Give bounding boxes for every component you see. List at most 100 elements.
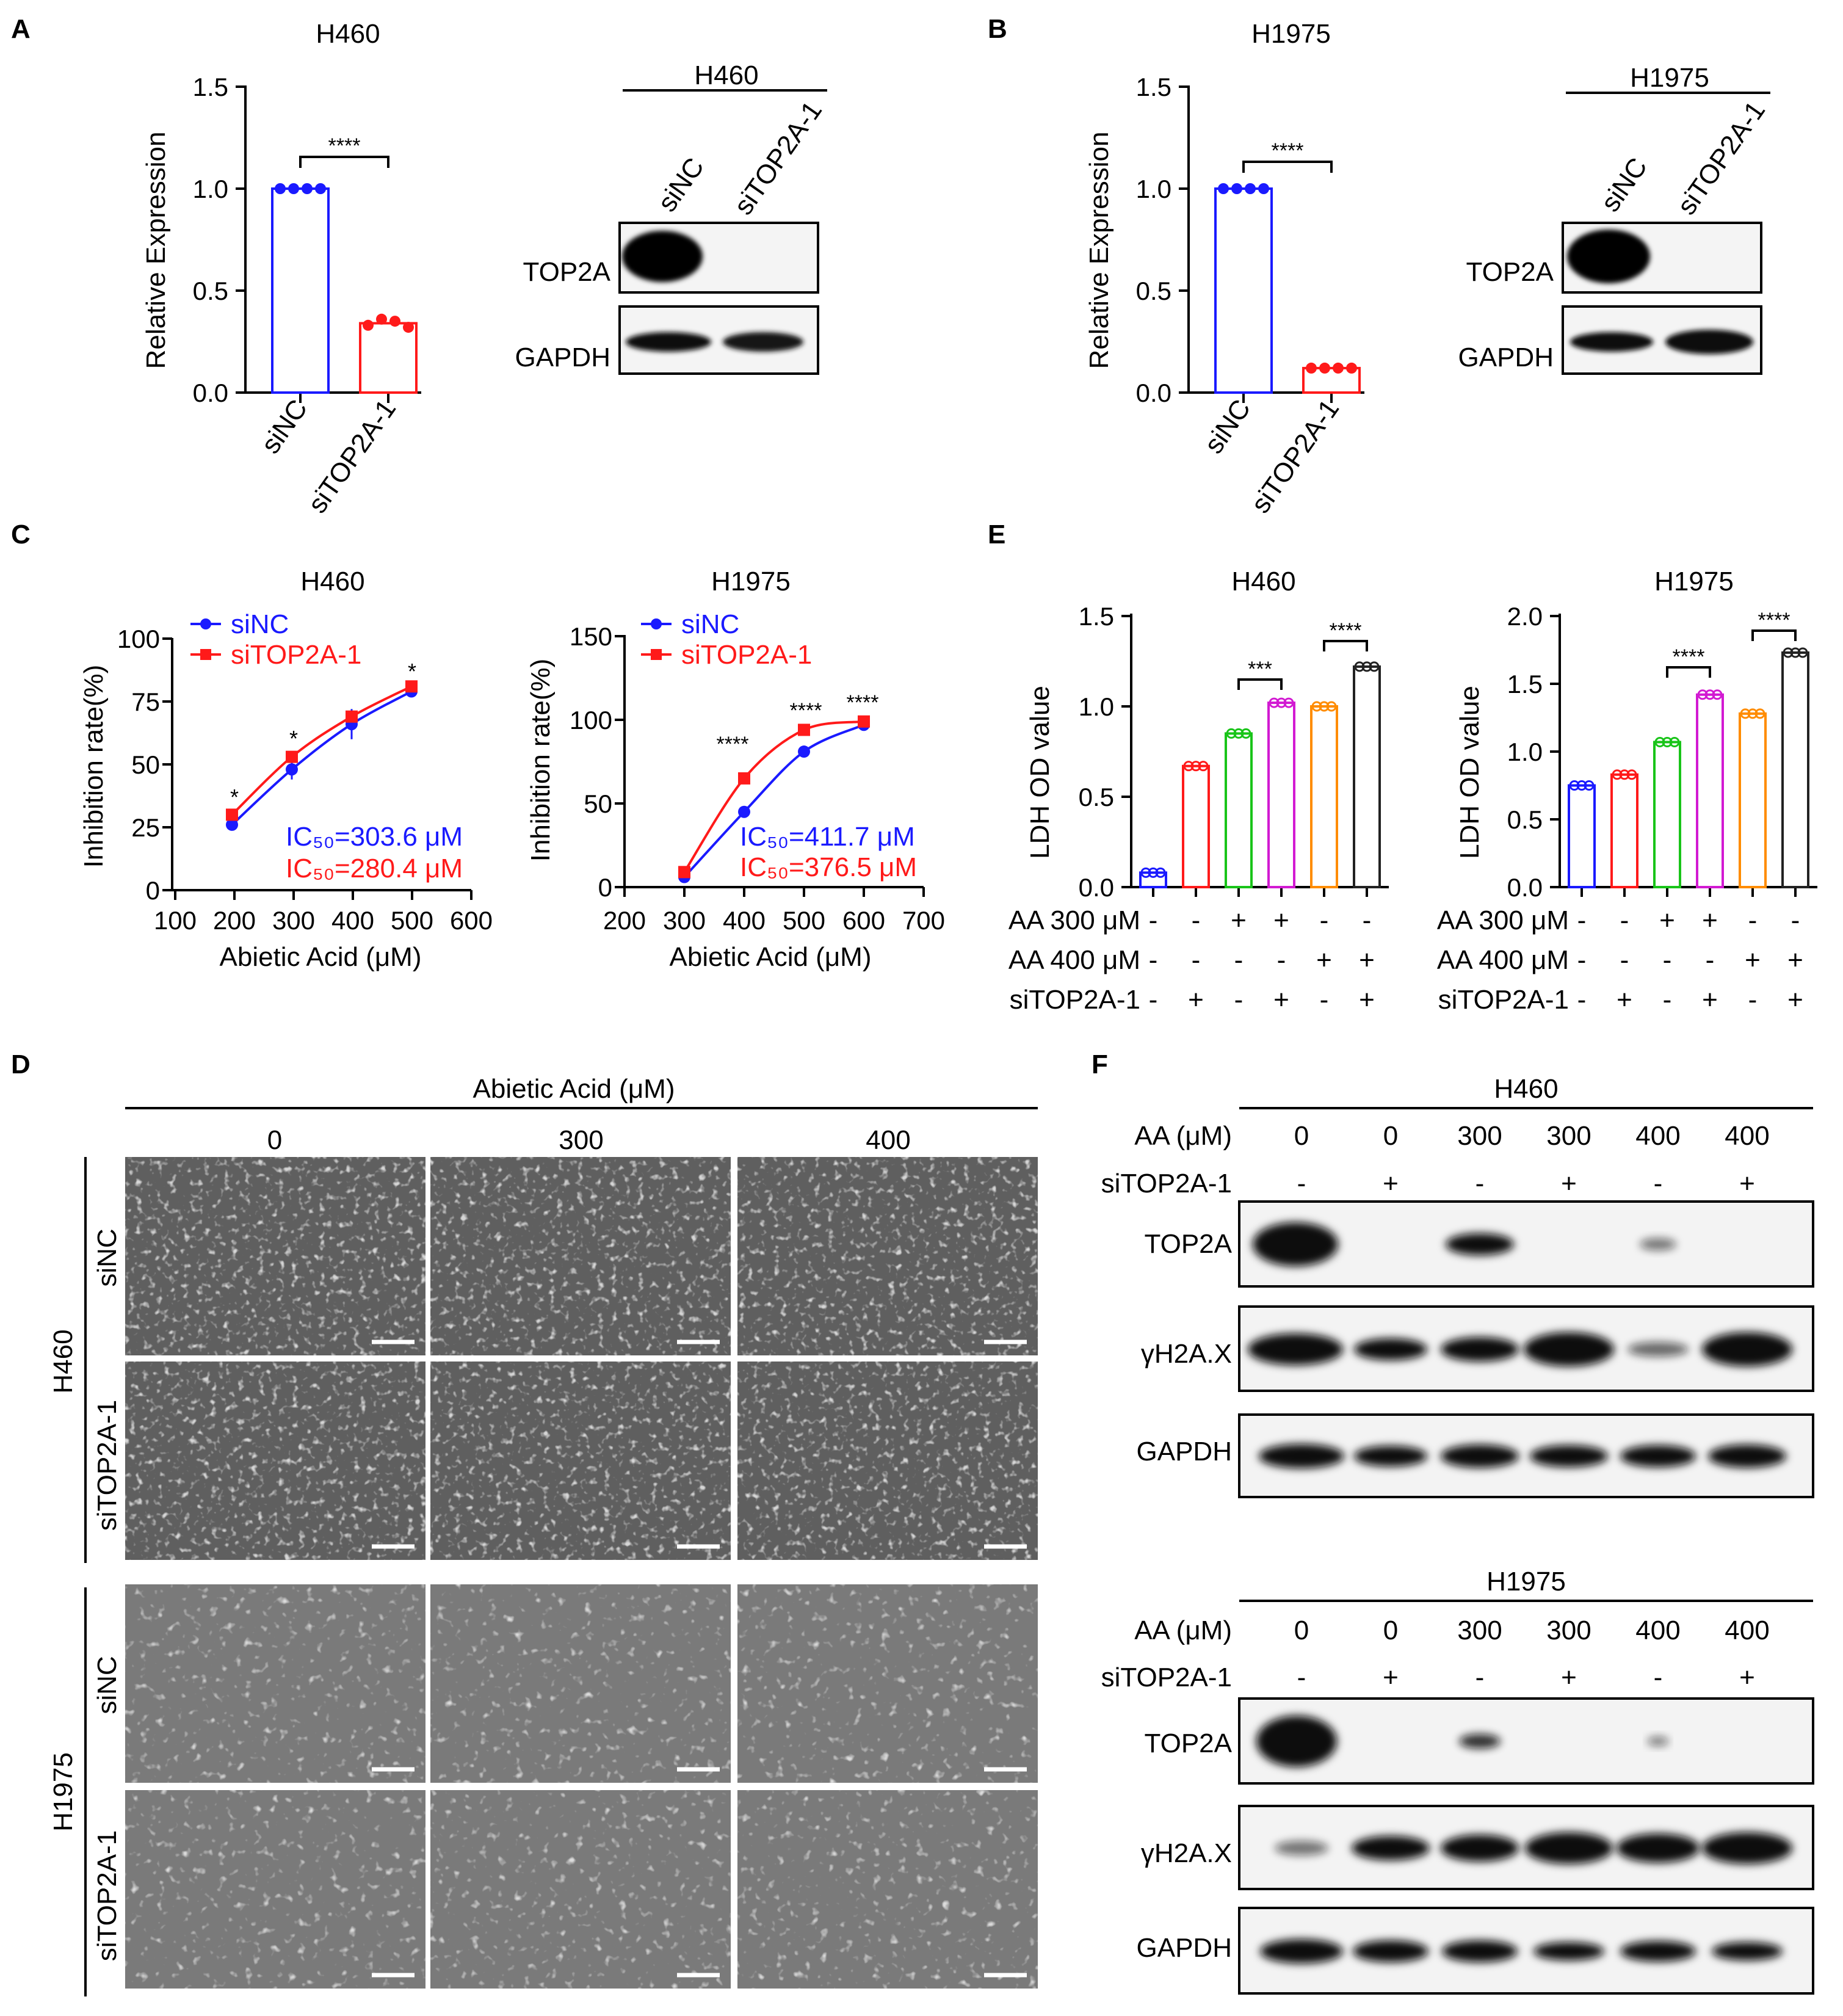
condition-sign: + — [1702, 985, 1718, 1015]
panel-b-bars — [1214, 183, 1361, 394]
data-point — [1276, 697, 1287, 708]
blot-band — [1459, 1734, 1501, 1749]
panel-b-ytick: 1.0 — [1136, 175, 1171, 203]
y-tick-label: 1.5 — [1079, 602, 1114, 631]
condition-label: siTOP2A-1 — [1010, 985, 1140, 1015]
data-point — [1333, 362, 1344, 374]
data-point — [226, 818, 238, 831]
panel-c-right-data — [678, 715, 870, 883]
data-point — [1669, 736, 1680, 747]
data-point — [1233, 728, 1244, 739]
condition-sign: + — [1617, 985, 1632, 1015]
condition-sign: - — [1320, 985, 1329, 1015]
blot-header: H1975 — [1630, 63, 1709, 93]
condition-label: AA 400 μM — [1008, 945, 1140, 975]
plot-ylabel: Inhibition rate(%) — [526, 659, 556, 862]
data-point — [1354, 661, 1365, 672]
condition-sign: + — [1188, 985, 1204, 1015]
blot-band — [1620, 1941, 1696, 1962]
condition-sign: + — [1231, 905, 1247, 935]
data-point — [1704, 689, 1715, 700]
si-sign: + — [1561, 1169, 1577, 1198]
blot-band — [1446, 1233, 1514, 1255]
condition-sign: - — [1234, 945, 1244, 975]
ic50-label: IC₅₀=376.5 μM — [740, 852, 917, 882]
data-point — [1654, 736, 1665, 747]
significance-label: **** — [847, 691, 879, 714]
condition-label: siTOP2A-1 — [1438, 985, 1569, 1015]
blot-band — [1354, 1446, 1427, 1467]
blot-row-label: TOP2A — [1145, 1229, 1233, 1259]
blot-band — [723, 332, 803, 352]
micrograph-col-label: 400 — [866, 1125, 910, 1155]
blot-band — [1353, 1940, 1428, 1962]
blot-lane-label: siTOP2A-1 — [1671, 96, 1771, 220]
y-tick-label: 2.0 — [1507, 602, 1543, 631]
si-sign: - — [1475, 1169, 1485, 1198]
bar — [1225, 732, 1253, 889]
significance-bracket — [1323, 640, 1368, 651]
data-point — [363, 319, 374, 331]
micrograph-col-label: 300 — [559, 1125, 603, 1155]
blot-band — [1248, 1333, 1343, 1365]
legend: siNC siTOP2A-1 — [641, 609, 812, 670]
panel-f-h460-bands — [1248, 1222, 1792, 1468]
data-point — [738, 772, 750, 785]
cell-line-label: H1975 — [48, 1752, 78, 1832]
data-point — [1311, 701, 1322, 712]
condition-sign: + — [1359, 985, 1375, 1015]
condition-label: AA 300 μM — [1008, 905, 1140, 935]
data-point — [405, 680, 418, 693]
significance-label: * — [230, 785, 239, 810]
panel-c-right-axis-ticks — [615, 635, 925, 897]
si-sign: + — [1739, 1662, 1755, 1692]
condition-sign: - — [1748, 985, 1758, 1015]
blot-row-label: GAPDH — [1137, 1933, 1232, 1963]
significance-label: * — [289, 726, 298, 751]
plot-ylabel: Inhibition rate(%) — [79, 665, 109, 868]
panel-a-ytick-marks — [236, 85, 245, 394]
panel-b-xtick-marks — [1242, 393, 1333, 403]
blot-band — [1620, 1445, 1696, 1467]
plot-title: H460 — [1231, 567, 1295, 596]
blot-band — [1647, 1736, 1669, 1746]
blot-band — [1275, 1841, 1328, 1855]
blot-band — [1525, 1832, 1613, 1864]
row-label: siNC — [92, 1228, 122, 1286]
panel-c: C H460 Inhibition rate(%) Abietic Acid (… — [11, 520, 945, 972]
blot-lane-label: siNC — [652, 153, 710, 217]
bar — [1696, 693, 1724, 888]
legend-label: siNC — [681, 609, 739, 639]
blot-band — [1640, 1238, 1676, 1250]
data-point — [1269, 697, 1280, 708]
micrograph-texture — [737, 1584, 1038, 1783]
y-tick-label: 0.0 — [1507, 873, 1543, 902]
y-tick-label: 100 — [117, 625, 160, 653]
panel-b: B H1975 Relative Expression 0.0 0.5 1.0 … — [988, 14, 1771, 518]
micrograph-texture — [737, 1157, 1038, 1355]
panel-a-ytick: 1.5 — [193, 73, 228, 101]
condition-sign: - — [1277, 945, 1286, 975]
data-point — [1319, 701, 1330, 712]
data-point — [1226, 728, 1237, 739]
micrograph-grid — [125, 1157, 1038, 1989]
bar — [1781, 651, 1809, 888]
blot-band — [1253, 1222, 1338, 1266]
micrograph-texture — [737, 1362, 1038, 1560]
blot-band — [626, 332, 711, 352]
blot-band — [1712, 1942, 1783, 1960]
legend: siNC siTOP2A-1 — [190, 609, 361, 670]
panel-c-left-plot: H460 Inhibition rate(%) Abietic Acid (μM… — [79, 567, 493, 972]
significance-label: *** — [1248, 658, 1272, 681]
aa-value: 400 — [1635, 1121, 1680, 1151]
condition-sign: + — [1787, 985, 1803, 1015]
micrograph-texture — [430, 1362, 731, 1560]
condition-sign: - — [1577, 985, 1587, 1015]
y-tick-label: 1.0 — [1079, 692, 1114, 721]
panel-b-ytick: 0.0 — [1136, 379, 1171, 407]
panel-b-western-blot: H1975 siNC siTOP2A-1 TOP2A GAPDH — [1458, 63, 1771, 375]
blot-band — [1702, 1332, 1792, 1366]
data-point — [1198, 761, 1209, 772]
panel-b-bar-chart: 0.0 0.5 1.0 1.5 siNC siTOP2A-1 **** — [1136, 73, 1364, 518]
blot-band — [1567, 230, 1650, 283]
